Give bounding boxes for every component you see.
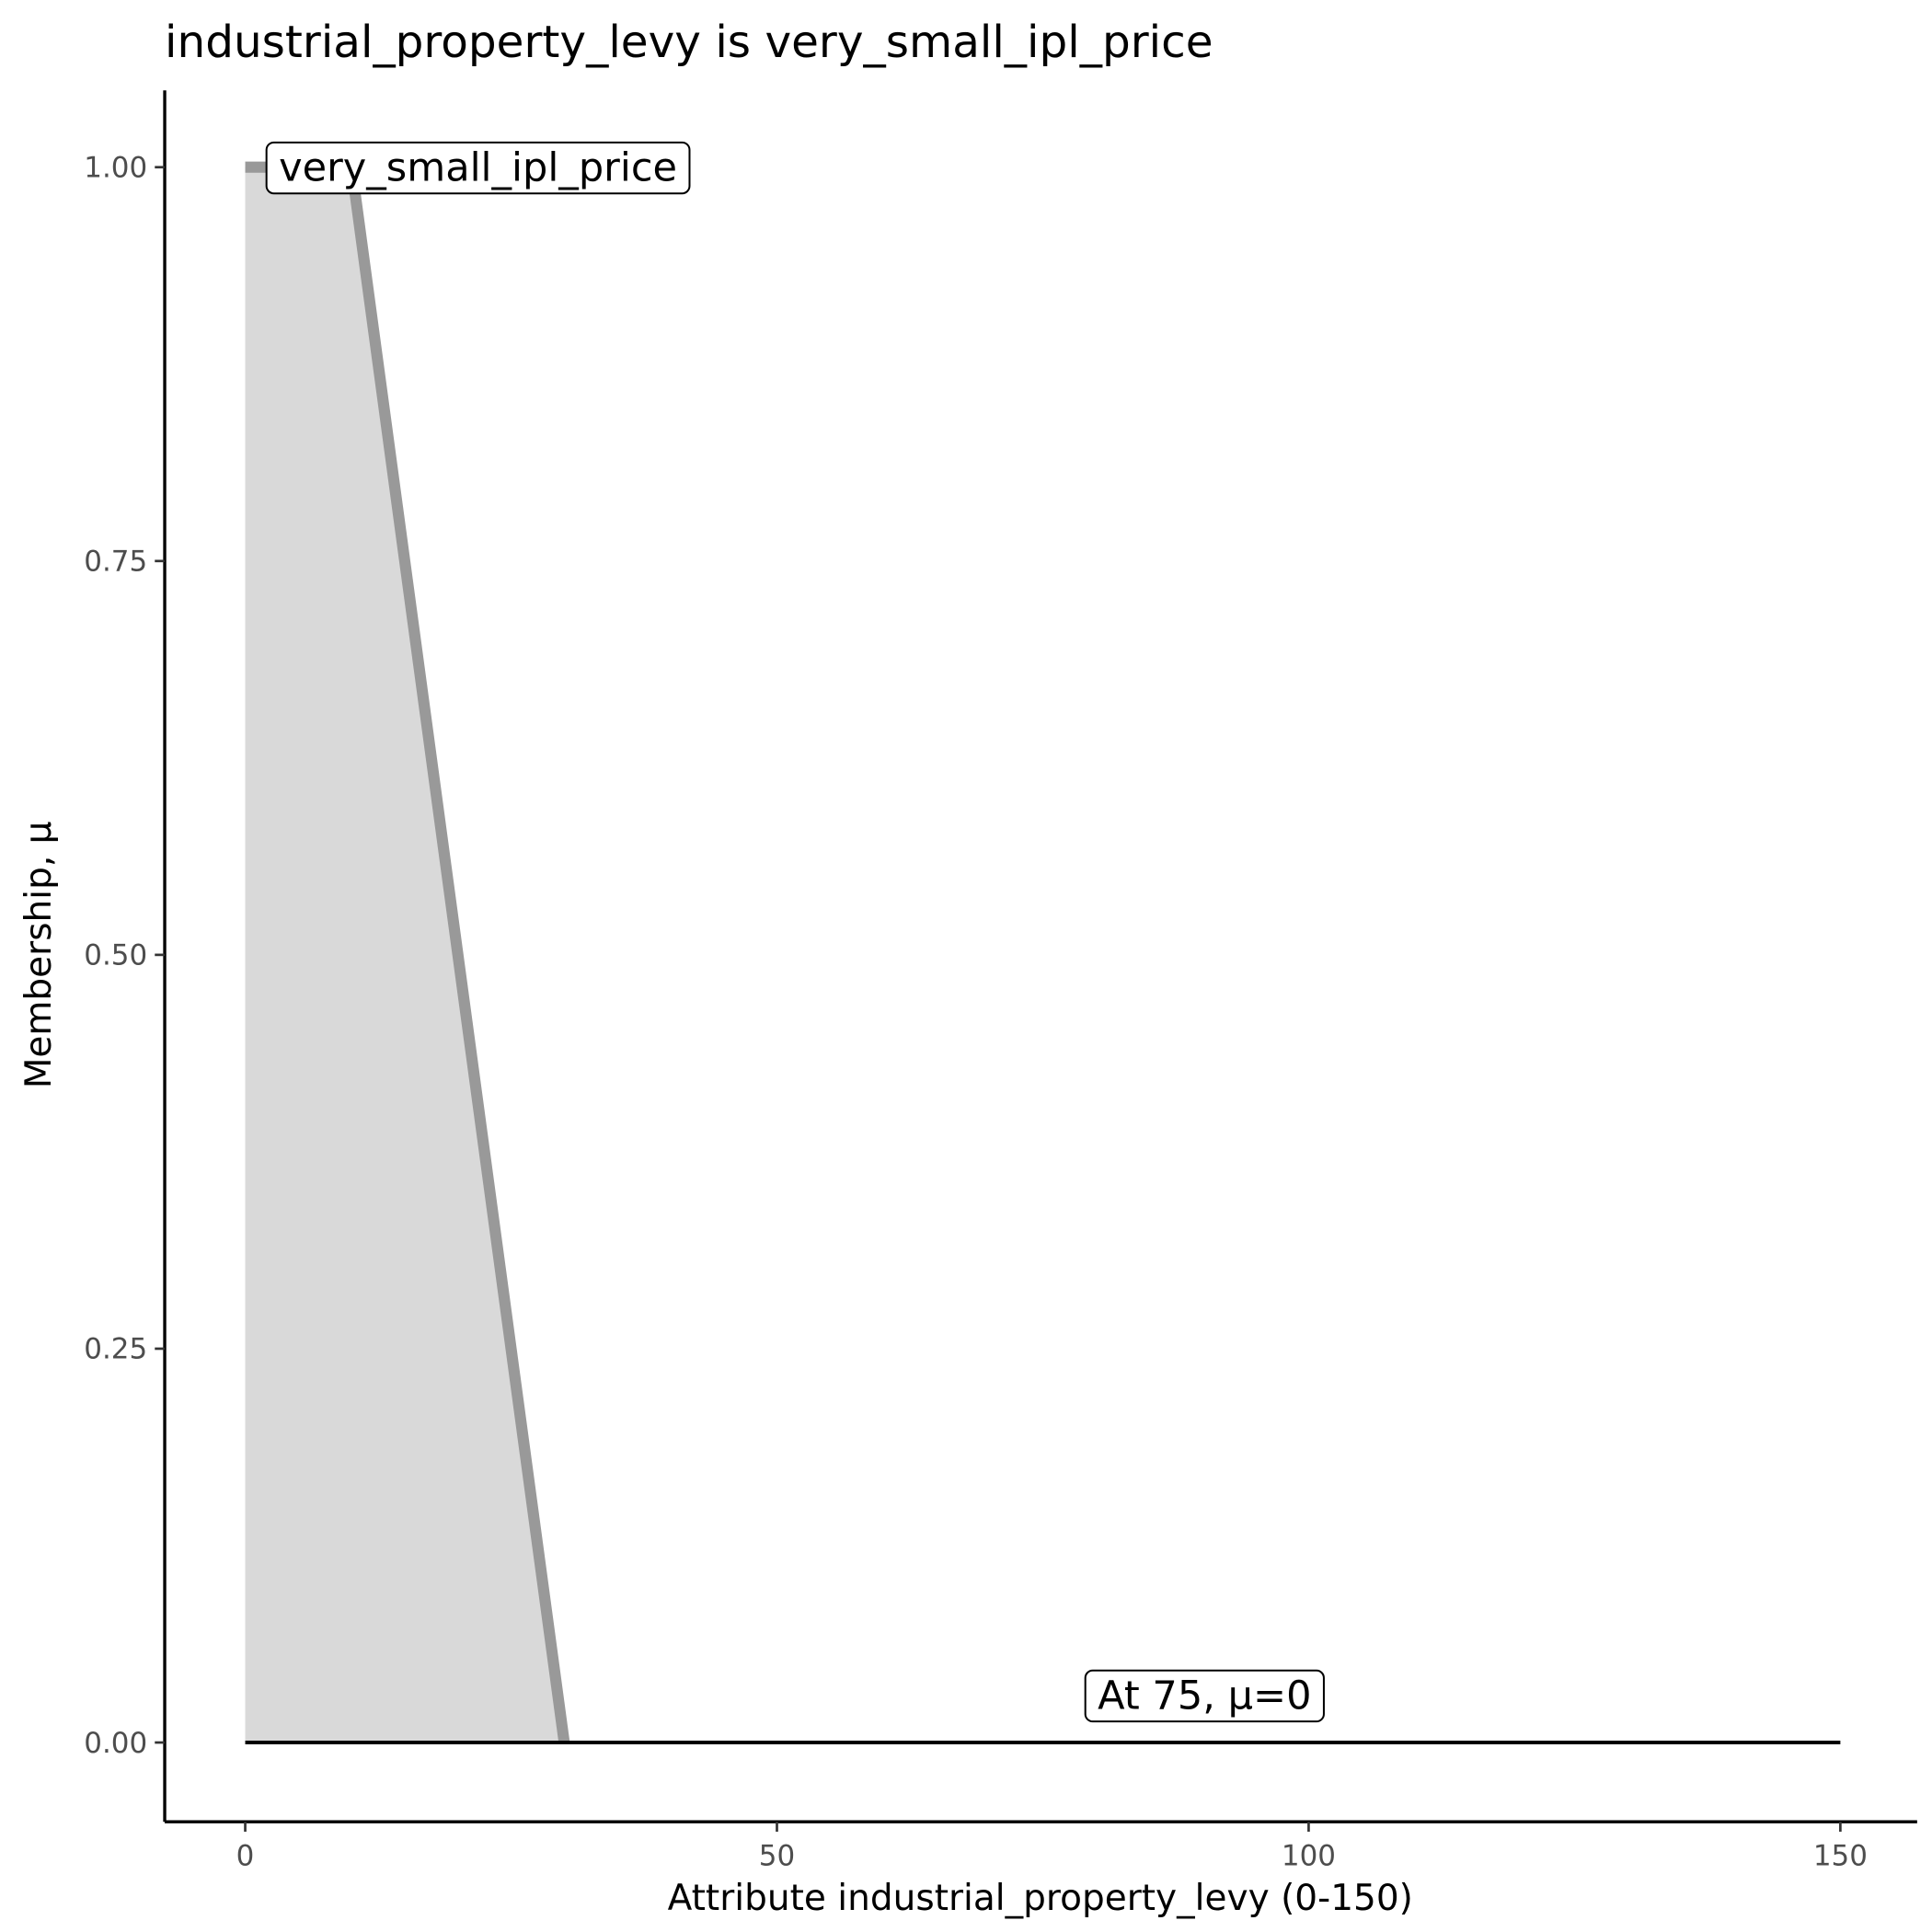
y-tick-label: 0.50 bbox=[84, 939, 147, 972]
annotation-text: very_small_ipl_price bbox=[279, 145, 677, 191]
x-tick-label: 0 bbox=[236, 1839, 255, 1872]
x-tick-label: 100 bbox=[1282, 1839, 1336, 1872]
annotation-text: At 75, μ=0 bbox=[1098, 1673, 1311, 1719]
annotation-label: At 75, μ=0 bbox=[1084, 1669, 1325, 1723]
chart-title: industrial_property_levy is very_small_i… bbox=[165, 17, 1213, 68]
x-tick-label: 150 bbox=[1813, 1839, 1868, 1872]
x-tick-label: 50 bbox=[759, 1839, 795, 1872]
membership-area-0 bbox=[245, 167, 565, 1743]
annotation-label: very_small_ipl_price bbox=[265, 141, 691, 195]
x-axis-label: Attribute industrial_property_levy (0-15… bbox=[668, 1878, 1413, 1919]
y-tick-label: 0.25 bbox=[84, 1333, 147, 1366]
y-axis-label: Membership, μ bbox=[18, 821, 60, 1088]
y-tick-label: 0.75 bbox=[84, 546, 147, 579]
y-tick-label: 1.00 bbox=[84, 152, 147, 185]
y-tick-label: 0.00 bbox=[84, 1727, 147, 1760]
